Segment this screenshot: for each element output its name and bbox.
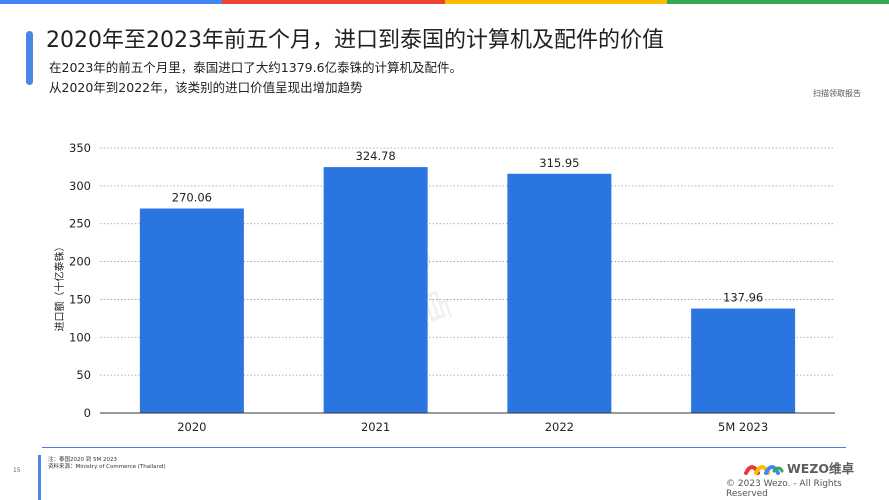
bar: [691, 308, 796, 413]
brand-stripe-segment: [666, 0, 889, 4]
bar-chart: 0 50 100 150 200 250 300 350 270.06 324.78 315.95…: [53, 141, 835, 434]
y-axis-ticks: 0 50 100 150 200 250 300 350: [69, 141, 91, 420]
x-axis-ticks: 2020 2021 2022 5M 2023: [177, 420, 768, 434]
wezo-logo: WEZO维卓: [744, 458, 854, 477]
footer-notes: 注：泰国2020 到 5M 2023 资料来源：Ministry of Comm…: [48, 457, 166, 471]
x-tick-label: 2021: [361, 420, 390, 434]
title-accent-bar: [26, 31, 33, 85]
scan-report-link[interactable]: 扫描领取报告: [813, 89, 861, 98]
brand-stripe-segment: [0, 0, 223, 4]
page-title: 2020年至2023年前五个月，进口到泰国的计算机及配件的价值: [46, 28, 664, 53]
y-tick-label: 200: [69, 255, 91, 269]
y-tick-label: 0: [84, 406, 91, 420]
footer-accent-bar: [38, 455, 41, 500]
x-tick-label: 2022: [545, 420, 574, 434]
footer-note: 注：泰国2020 到 5M 2023: [48, 457, 117, 463]
bar: [323, 167, 428, 413]
brand-stripe-segment: [222, 0, 445, 4]
bar: [507, 173, 612, 413]
y-tick-label: 100: [69, 330, 91, 344]
y-tick-label: 150: [69, 292, 91, 306]
subtitle-line: 从2020年到2022年，该类别的进口价值呈现出增加趋势: [49, 80, 363, 95]
y-tick-label: 300: [69, 179, 91, 193]
y-axis-label: 进口额（十亿泰铢）: [53, 242, 66, 332]
brand-stripe-segment: [444, 0, 667, 4]
subtitle-line: 在2023年的前五个月里，泰国进口了大约1379.6亿泰铢的计算机及配件。: [49, 60, 463, 75]
y-tick-label: 250: [69, 217, 91, 231]
logo-text: WEZO维卓: [787, 461, 855, 476]
copyright: © 2023 Wezo. - All Rights Reserved: [726, 479, 842, 499]
bar-value-label: 315.95: [539, 156, 579, 170]
x-tick-label: 5M 2023: [718, 420, 768, 434]
page-subtitle: 在2023年的前五个月里，泰国进口了大约1379.6亿泰铢的计算机及配件。 从2…: [49, 58, 462, 98]
footer-divider: [42, 447, 846, 448]
bar-value-label: 137.96: [723, 291, 763, 305]
y-tick-label: 350: [69, 141, 91, 155]
chart-bars: [139, 167, 796, 413]
page-number: 15: [13, 467, 21, 474]
bar-value-label: 270.06: [172, 191, 212, 205]
logo-mark-icon: [744, 464, 784, 475]
brand-stripe: [0, 0, 889, 4]
y-tick-label: 50: [76, 368, 91, 382]
bar-value-label: 324.78: [356, 149, 396, 163]
bar: [139, 208, 244, 413]
x-tick-label: 2020: [177, 420, 206, 434]
footer-source: 资料来源：Ministry of Commerce (Thailand): [48, 464, 166, 470]
data-labels: 270.06 324.78 315.95 137.96: [172, 149, 764, 304]
